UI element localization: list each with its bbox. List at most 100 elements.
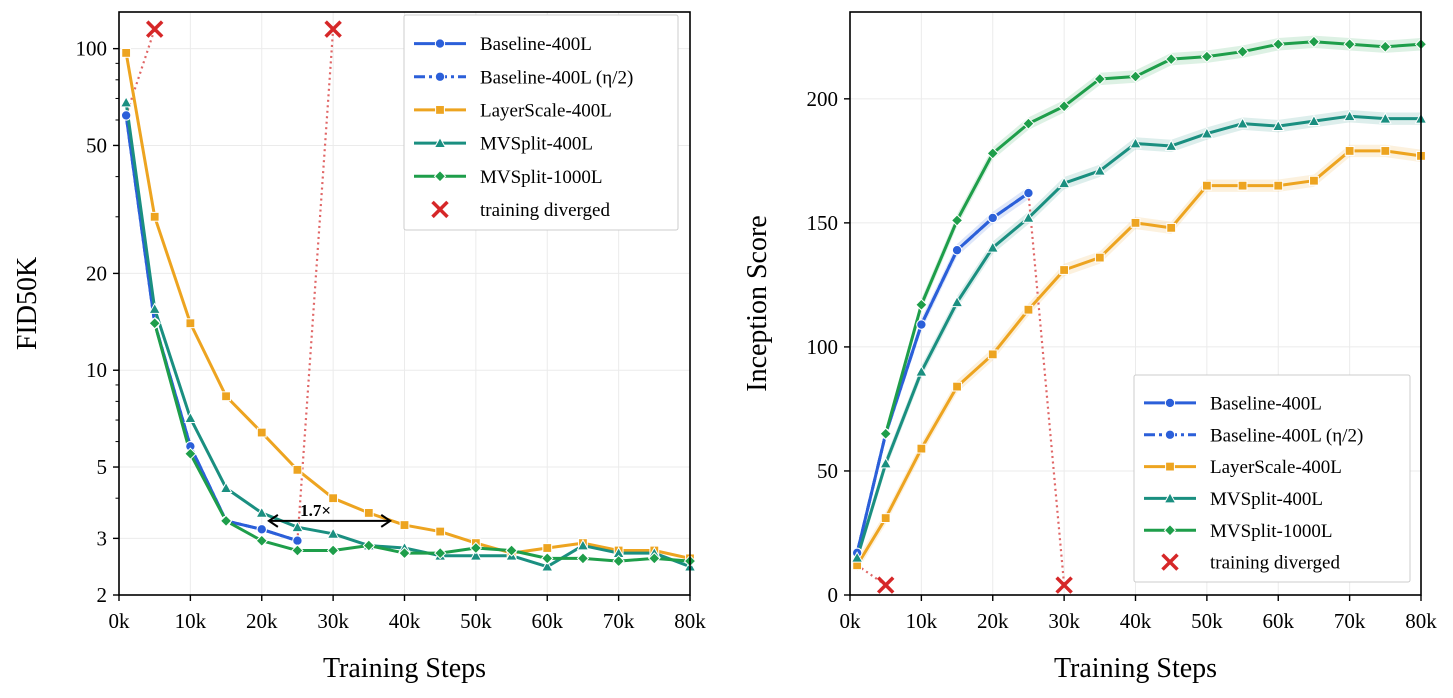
data-point-mvsplit-400l [255,506,269,518]
data-point-layerscale-400l [987,349,998,360]
legend-marker [433,170,447,183]
data-point-mvsplit-1000l [398,546,411,560]
data-point-training-diverged [324,20,342,38]
legend-label: LayerScale-400L [480,100,612,121]
legend: Baseline-400L Baseline-400L (η/2) LayerSca… [1133,374,1411,583]
data-point-layerscale-400l [221,391,231,402]
data-point-mvsplit-1000l [1307,35,1321,48]
data-point-baseline-400l-2 [916,319,927,330]
legend-label: MVSplit-400L [480,134,593,155]
data-point-baseline-400l-2 [292,535,303,546]
legend-marker [435,105,445,115]
legend-label: LayerScale-400L [1210,457,1342,478]
y-tick-label: 3 [97,526,108,550]
data-point-mvsplit-400l [1057,176,1071,189]
data-point-layerscale-400l [1201,180,1212,191]
data-point-training-diverged [145,20,164,38]
data-point-layerscale-400l [542,543,553,553]
y-axis-title: FID50K [12,257,43,350]
data-point-mvsplit-400l [1271,119,1285,132]
data-point-mvsplit-400l [119,95,133,108]
x-tick-label: 0k [840,609,862,633]
data-point-layerscale-400l [1237,180,1248,191]
legend-marker [1164,429,1176,440]
data-point-mvsplit-1000l [433,546,447,560]
series-line-mvsplit-1000l [153,322,690,563]
data-point-baseline-400l-2 [256,524,267,535]
data-point-mvsplit-1000l [362,539,376,552]
data-point-layerscale-400l [952,381,962,392]
data-point-mvsplit-400l [184,411,197,423]
data-point-layerscale-400l [1059,265,1070,275]
data-point-mvsplit-400l [1129,136,1142,149]
y-tick-label: 0 [828,583,839,607]
data-point-mvsplit-1000l [879,427,892,440]
y-tick-label: 20 [86,261,107,285]
legend-marker [1161,553,1179,571]
data-point-mvsplit-1000l [1272,38,1285,51]
series-line-baseline-400l-2 [855,191,1030,554]
data-point-mvsplit-400l [1343,109,1356,122]
x-tick-label: 20k [246,609,278,633]
data-point-mvsplit-400l [1236,117,1249,129]
data-point-mvsplit-400l [469,549,483,561]
data-point-mvsplit-1000l [915,298,928,311]
data-point-mvsplit-400l [1307,114,1321,127]
data-point-mvsplit-1000l [612,554,625,568]
data-point-mvsplit-400l [1378,112,1392,124]
data-point-layerscale-400l [256,427,267,438]
x-tick-label: 40k [1120,609,1152,633]
y-tick-label: 150 [807,211,839,235]
x-tick-label: 70k [1334,609,1366,633]
legend-label: Baseline-400L [480,34,592,55]
data-point-layerscale-400l [1380,146,1391,156]
data-point-layerscale-400l [363,508,374,518]
legend-marker [433,136,447,148]
uncertainty-band-mvsplit-1000l [885,35,1421,440]
data-point-layerscale-400l [185,318,196,329]
data-point-mvsplit-1000l [986,147,999,160]
y-tick-label: 2 [97,583,108,607]
data-point-mvsplit-1000l [1057,100,1071,113]
data-point-mvsplit-400l [1164,139,1178,151]
legend-item-mvsplit-1000l: MVSplit-1000L [1144,521,1332,542]
x-tick-label: 60k [1263,609,1295,633]
y-axis-title: Inception Score [742,215,773,392]
data-point-layerscale-400l [1094,252,1105,263]
legend-item-baseline-400l-2: Baseline-400L (η/2) [414,67,633,88]
y-tick-label: 50 [817,459,838,483]
y-tick-label: 100 [807,335,839,359]
x-tick-label: 50k [1191,609,1223,633]
data-point-mvsplit-400l [540,560,554,572]
data-point-baseline-400l-2 [951,244,963,256]
legend-label: MVSplit-400L [1210,489,1323,510]
data-point-mvsplit-1000l [1164,52,1178,66]
data-point-mvsplit-400l [879,456,893,469]
data-point-training-diverged [1055,576,1073,594]
data-point-mvsplit-400l [291,520,304,533]
divergence-link [296,29,335,541]
legend-label: Baseline-400L (η/2) [1210,425,1363,446]
data-point-mvsplit-400l [1093,164,1107,176]
data-point-mvsplit-1000l [1379,40,1392,53]
data-point-layerscale-400l [435,526,446,537]
series-line-mvsplit-1000l [884,40,1421,435]
data-point-layerscale-400l [1023,304,1034,315]
data-point-mvsplit-1000l [219,514,233,528]
data-point-layerscale-400l [1344,146,1355,156]
legend-marker [434,71,446,82]
data-point-mvsplit-1000l [541,552,554,565]
legend-box [1133,374,1411,583]
divergence-link [125,28,156,116]
data-point-mvsplit-1000l [1343,38,1356,51]
data-point-layerscale-400l [880,513,891,523]
arrow-head-right [380,514,393,528]
legend-item-layerscale-400l: LayerScale-400L [414,100,612,121]
y-tick-label: 50 [86,133,107,157]
legend-item-mvsplit-400l: MVSplit-400L [1144,489,1323,510]
x-tick-label: 20k [977,609,1009,633]
data-point-mvsplit-1000l [1022,117,1035,130]
y-tick-label: 5 [97,455,108,479]
data-point-mvsplit-1000l [1093,72,1107,86]
